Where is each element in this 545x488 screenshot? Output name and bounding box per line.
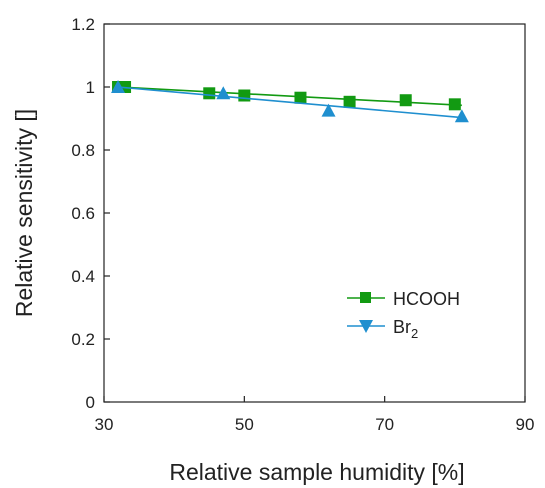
y-tick-label: 0.6 [71,204,95,223]
series-layer [111,80,469,123]
legend-marker-hcooh [360,292,371,303]
br2-point [216,86,231,100]
legend-label-br2: Br2 [393,317,418,341]
br2-point [111,80,126,93]
y-tick-label: 0.8 [71,141,95,160]
y-tick-label: 1.2 [71,15,95,34]
hcooh-point [399,94,412,107]
br2-point [321,103,336,117]
legend-label-br2-main: Br [393,317,411,337]
ticks: 30 50 70 90 0 0.2 0.4 0.6 0.8 1 1.2 [71,15,534,434]
x-axis-title: Relative sample humidity [%] [169,459,464,485]
y-axis-title: Relative sensitivity [] [11,109,37,317]
legend-marker-br2 [359,320,373,333]
x-tick-label: 30 [95,415,114,434]
hcooh-point [343,95,356,108]
x-tick-label: 50 [235,415,254,434]
series-1-trendline [117,86,462,119]
x-tick-label: 90 [516,415,535,434]
legend: HCOOH Br2 [347,289,460,341]
br2-point [454,109,469,123]
hcooh-point [203,87,216,100]
axes [103,23,526,403]
y-tick-label: 0 [86,393,95,412]
legend-item-br2: Br2 [347,317,418,341]
y-tick-label: 0.4 [71,267,95,286]
x-tick-label: 70 [375,415,394,434]
legend-label-br2-subscript: 2 [411,326,418,341]
plot-frame [103,23,526,403]
legend-item-hcooh: HCOOH [347,289,460,309]
hcooh-point [238,89,251,102]
hcooh-point [294,91,307,104]
y-tick-label: 1 [86,78,95,97]
y-tick-label: 0.2 [71,330,95,349]
legend-label-hcooh: HCOOH [393,289,460,309]
hcooh-point [448,98,461,111]
